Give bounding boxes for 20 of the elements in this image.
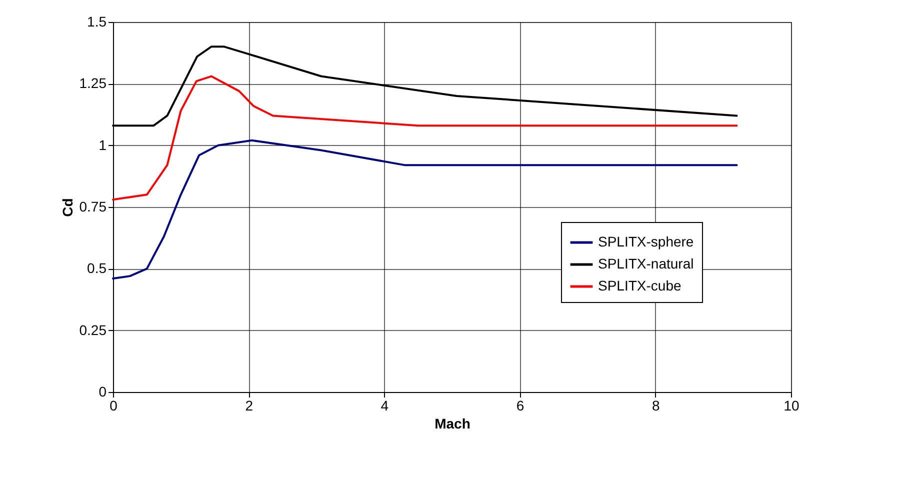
line-series xyxy=(112,139,738,280)
legend-label: SPLITX-sphere xyxy=(598,234,694,250)
y-axis-title: Cd xyxy=(59,198,76,217)
x-tick-label: 2 xyxy=(245,398,254,414)
y-tick-label: 0.25 xyxy=(79,322,107,338)
legend-label: SPLITX-natural xyxy=(598,256,694,272)
y-tick-label: 0.75 xyxy=(79,198,107,214)
y-tick-label: 1 xyxy=(98,136,107,153)
x-tick-label: 6 xyxy=(516,398,524,414)
x-tick-label: 8 xyxy=(652,398,660,414)
x-tick-label: 4 xyxy=(380,398,389,414)
y-tick-label: 0.5 xyxy=(87,260,107,276)
x-axis-title: Mach xyxy=(434,416,470,432)
y-tick-label: 1.5 xyxy=(87,14,107,30)
y-tick-label: 0 xyxy=(98,384,107,400)
x-tick-label: 0 xyxy=(110,398,118,414)
x-tick-label: 10 xyxy=(784,398,800,414)
y-tick-label: 1.25 xyxy=(79,75,107,92)
line-series xyxy=(112,75,738,201)
legend-label: SPLITX-cube xyxy=(598,278,682,294)
